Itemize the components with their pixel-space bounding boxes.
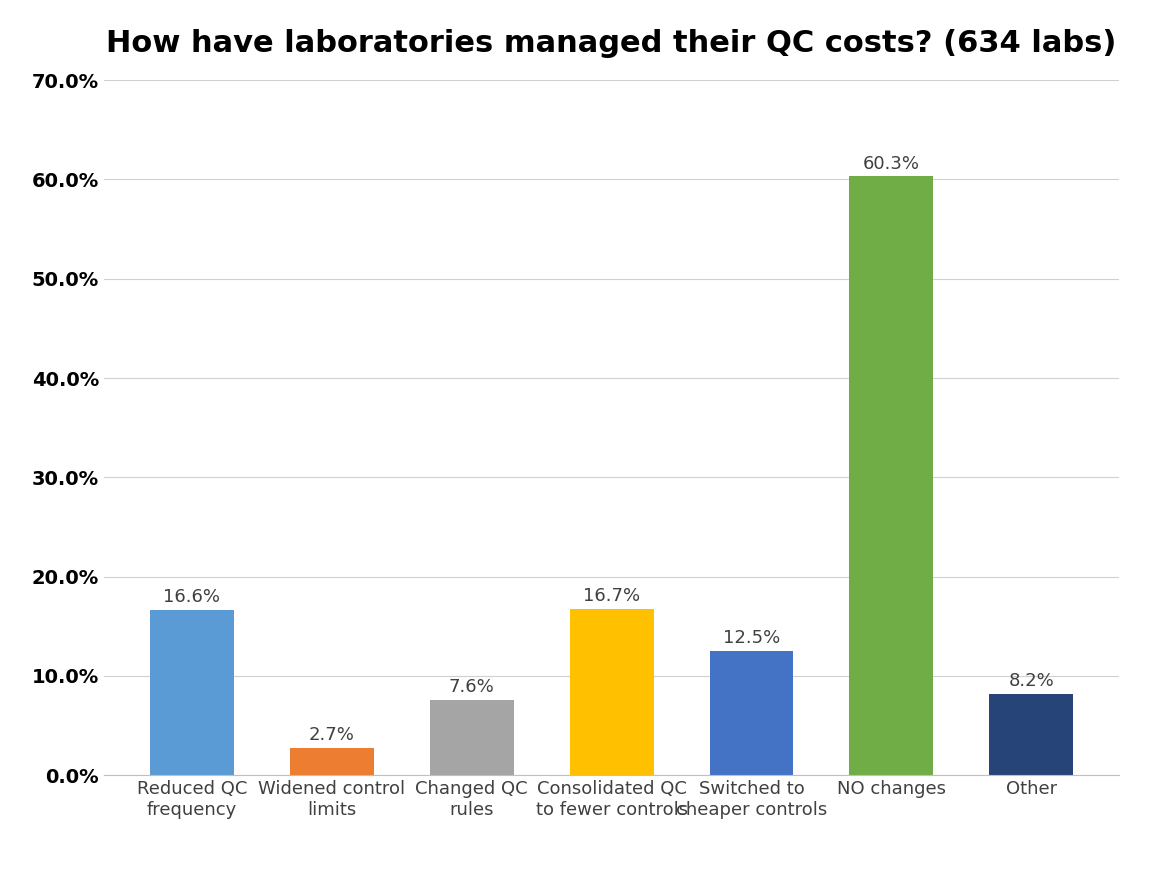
Text: 12.5%: 12.5% [722, 629, 780, 647]
Bar [429, 699, 514, 775]
Text: 16.7%: 16.7% [583, 587, 640, 605]
Bar [710, 651, 794, 775]
Bar [570, 609, 653, 775]
Bar [989, 694, 1073, 775]
Text: 60.3%: 60.3% [863, 154, 920, 173]
Title: How have laboratories managed their QC costs? (634 labs): How have laboratories managed their QC c… [106, 29, 1117, 59]
Bar [849, 176, 934, 775]
Text: 16.6%: 16.6% [164, 588, 220, 607]
Text: 2.7%: 2.7% [309, 726, 354, 744]
Bar [150, 610, 234, 775]
Text: 7.6%: 7.6% [449, 678, 495, 696]
Bar [290, 748, 374, 775]
Text: 8.2%: 8.2% [1009, 672, 1054, 690]
